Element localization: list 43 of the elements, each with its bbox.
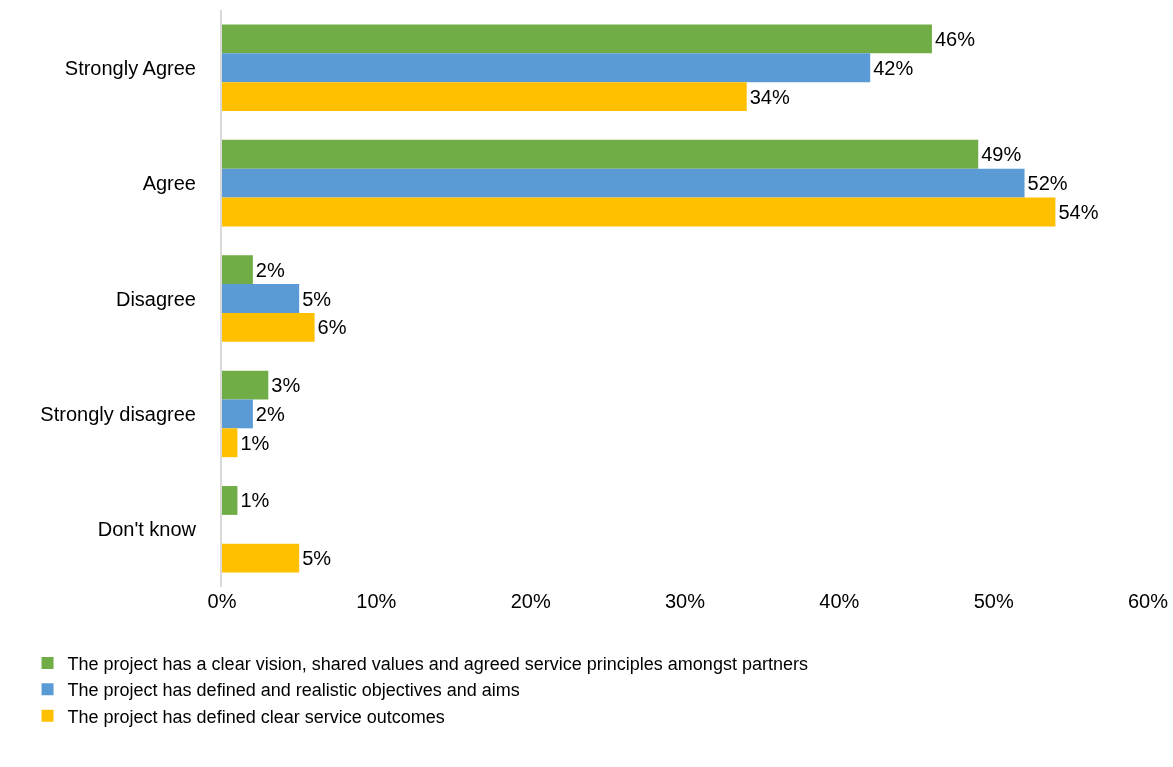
data-label: 34% bbox=[749, 85, 790, 108]
bar bbox=[222, 486, 238, 515]
bar bbox=[222, 82, 747, 111]
data-label: 54% bbox=[1058, 200, 1099, 223]
bar bbox=[222, 428, 238, 458]
x-tick-label: 40% bbox=[819, 590, 860, 612]
y-tick-label: Strongly Agree bbox=[64, 56, 196, 79]
data-label: 1% bbox=[240, 431, 270, 454]
x-tick-label: 60% bbox=[1127, 590, 1169, 612]
data-label: 46% bbox=[934, 27, 976, 50]
x-tick-label: 0% bbox=[207, 590, 237, 612]
legend-label: The project has defined and realistic objectives and aims bbox=[67, 680, 520, 701]
y-tick-label: Don't know bbox=[97, 518, 197, 541]
y-tick-label: Strongly disagree bbox=[40, 402, 196, 425]
data-label: 5% bbox=[302, 547, 332, 570]
legend-label: The project has a clear vision, shared values and agreed service principles amongst partners bbox=[67, 653, 808, 674]
data-label: 52% bbox=[1027, 172, 1068, 195]
bar bbox=[222, 284, 300, 313]
bar bbox=[222, 168, 1025, 198]
data-label: 5% bbox=[302, 287, 332, 310]
bar bbox=[222, 24, 932, 54]
bar bbox=[222, 312, 315, 342]
data-label: 42% bbox=[873, 56, 914, 79]
y-tick-label: Agree bbox=[142, 172, 196, 195]
bar bbox=[222, 399, 253, 429]
bar bbox=[222, 197, 1056, 227]
data-label: 2% bbox=[255, 258, 285, 281]
bar bbox=[222, 370, 269, 400]
bar bbox=[222, 53, 871, 83]
bar bbox=[222, 255, 253, 285]
x-tick-label: 50% bbox=[973, 590, 1014, 612]
data-label: 1% bbox=[240, 489, 270, 512]
data-label: 2% bbox=[255, 402, 285, 425]
data-label: 3% bbox=[271, 374, 301, 397]
bar bbox=[222, 139, 979, 169]
legend-label: The project has defined clear service outcomes bbox=[67, 706, 445, 727]
bar bbox=[222, 543, 300, 573]
x-tick-label: 30% bbox=[664, 590, 706, 612]
y-tick-label: Disagree bbox=[115, 287, 196, 310]
data-label: 6% bbox=[317, 316, 347, 339]
data-label: 49% bbox=[981, 143, 1022, 166]
x-tick-label: 10% bbox=[356, 590, 397, 612]
x-tick-label: 20% bbox=[510, 590, 551, 612]
